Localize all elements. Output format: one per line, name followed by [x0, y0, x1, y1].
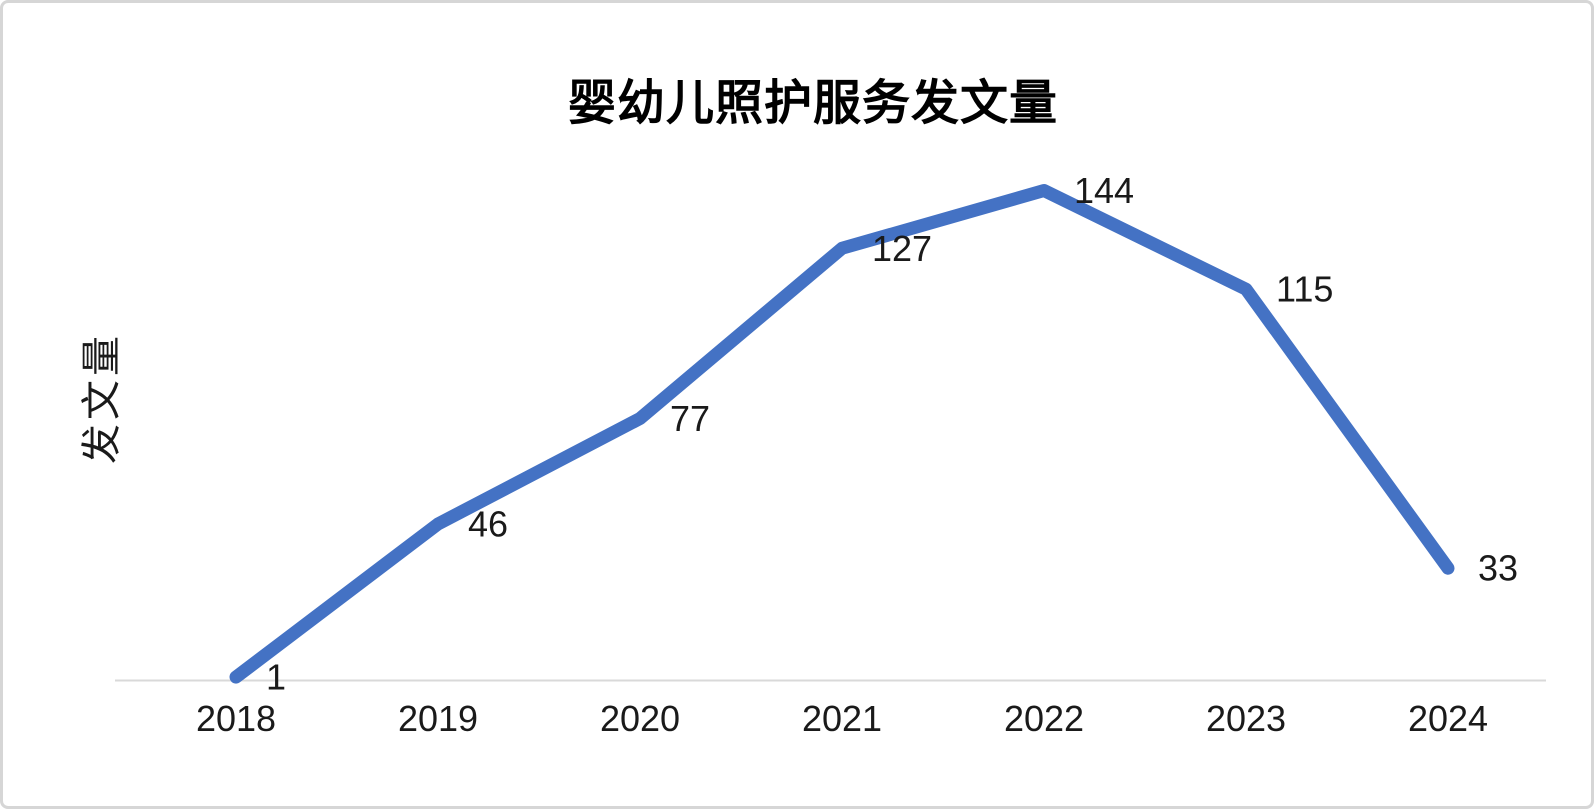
- x-tick-label: 2023: [1206, 698, 1286, 739]
- x-tick-label: 2022: [1004, 698, 1084, 739]
- data-point-label: 33: [1478, 548, 1518, 589]
- data-point-label: 77: [670, 398, 710, 439]
- data-point-label: 115: [1276, 269, 1333, 310]
- data-point-label: 46: [468, 504, 508, 545]
- x-tick-label: 2019: [398, 698, 478, 739]
- trend-line: [229, 184, 1455, 684]
- data-point-label: 144: [1074, 170, 1134, 211]
- x-tick-label: 2024: [1408, 698, 1488, 739]
- data-point-label: 127: [872, 228, 932, 269]
- x-tick-label: 2018: [196, 698, 276, 739]
- data-point-label: 1: [266, 657, 286, 698]
- chart-title: 婴幼儿照护服务发文量: [567, 77, 1059, 130]
- line-chart-plot-area: 1 46 77 127 144 115 33 2018 2019 2020 2021 2022 2023…: [115, 170, 1546, 739]
- x-tick-label: 2021: [802, 698, 882, 739]
- x-tick-label: 2020: [600, 698, 680, 739]
